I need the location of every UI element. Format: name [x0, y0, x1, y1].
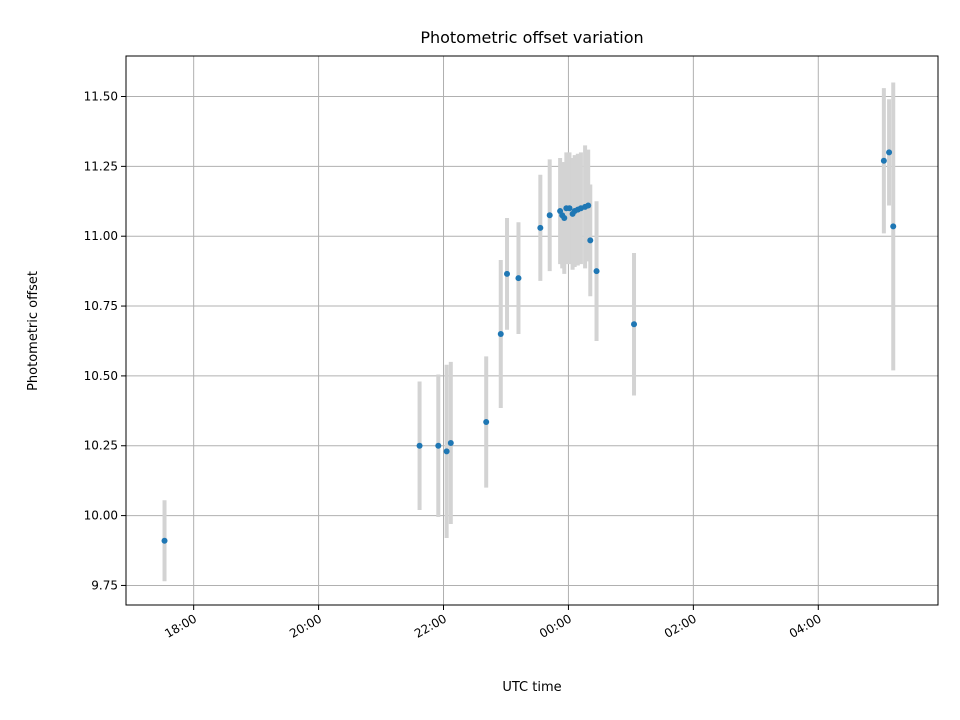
- data-point: [447, 439, 454, 446]
- data-point: [886, 149, 893, 156]
- data-point: [483, 419, 490, 425]
- data-point: [161, 537, 168, 544]
- plot-frame: [125, 55, 939, 606]
- data-point: [497, 330, 504, 337]
- y-tick-label: 10.75: [84, 299, 118, 313]
- data-point: [631, 321, 638, 328]
- data-point: [515, 275, 522, 282]
- data-points: [161, 149, 897, 544]
- y-tick-label: 11.50: [84, 90, 118, 104]
- y-axis-ticks: 9.75 10.00 10.25 10.50 10.75 11.00 11.25 11.50: [84, 90, 126, 592]
- chart-title: Photometric offset variation: [420, 28, 643, 47]
- data-point: [880, 157, 887, 164]
- grid: [126, 56, 938, 605]
- y-tick-label: 10.50: [84, 369, 118, 383]
- data-point: [546, 212, 553, 219]
- data-point: [593, 268, 600, 275]
- data-point: [890, 223, 897, 230]
- data-point: [416, 442, 423, 449]
- data-point: [587, 237, 594, 244]
- y-axis-label: Photometric offset: [26, 271, 41, 391]
- y-tick-label: 10.25: [84, 439, 118, 453]
- data-point: [435, 442, 442, 449]
- data-point: [537, 224, 544, 231]
- data-point: [566, 205, 573, 212]
- x-axis-label: UTC time: [502, 680, 561, 695]
- y-tick-label: 10.00: [84, 509, 118, 523]
- y-tick-label: 11.25: [84, 159, 118, 173]
- data-point: [504, 270, 511, 277]
- y-tick-label: 11.00: [84, 229, 118, 243]
- data-point: [561, 215, 568, 222]
- y-tick-label: 9.75: [91, 578, 118, 592]
- data-point: [443, 448, 450, 455]
- data-point: [585, 202, 592, 209]
